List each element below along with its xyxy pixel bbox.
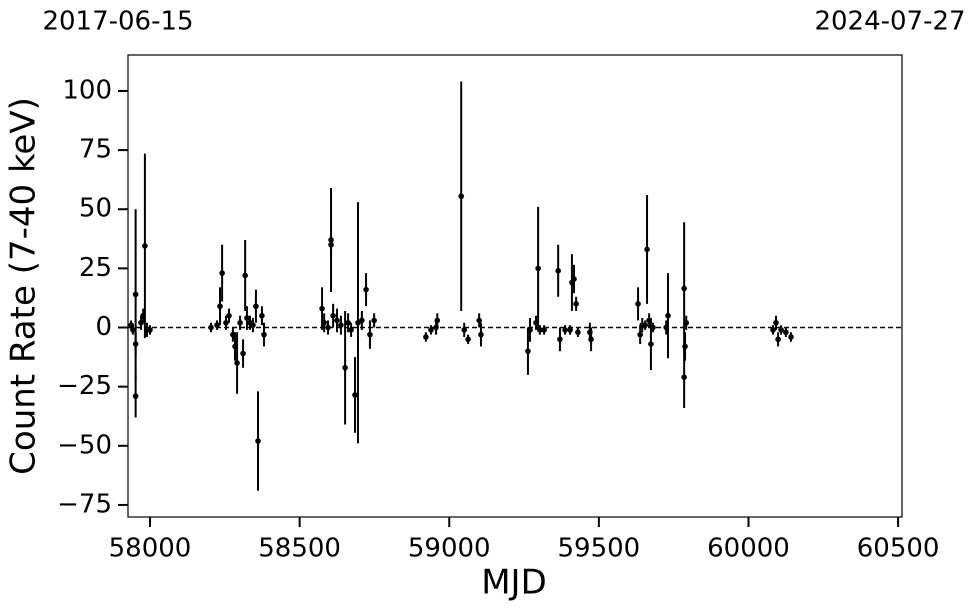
data-point [234,360,240,366]
data-point [321,319,327,326]
data-point [770,327,776,333]
data-point [328,241,334,248]
data-point [259,312,265,319]
y-tick-label: −25 [57,371,112,401]
data-point [242,272,248,279]
y-tick-label: 75 [79,135,112,165]
y-tick-label: 25 [79,253,112,283]
data-point [458,193,465,200]
data-point [219,270,225,276]
y-tick-label: −75 [57,489,112,519]
data-point [217,303,223,310]
y-tick-label: 0 [95,312,112,342]
start-date: 2017-06-15 [42,7,193,37]
data-point [423,334,429,340]
data-point [142,243,148,249]
data-point [637,331,643,338]
plot-frame [127,54,903,518]
data-point [650,324,656,331]
data-point [428,327,434,333]
data-point [783,329,789,336]
data-point [253,303,259,310]
data-point [461,327,468,333]
data-point [682,343,688,350]
x-tick-label: 60500 [857,534,940,564]
data-point [226,312,232,319]
data-point [132,291,139,298]
y-tick-label: 100 [62,75,112,105]
data-point [255,438,261,444]
data-point [132,341,139,347]
data-point [555,267,561,274]
data-point [535,265,541,272]
data-point [562,327,568,333]
data-point [319,305,325,312]
data-point [367,331,373,338]
y-tick-label: 50 [79,194,112,224]
y-axis-label: Count Rate (7-40 keV) [4,97,44,475]
data-point [352,392,358,398]
data-point [465,336,471,343]
data-point [635,301,641,307]
data-point [681,285,687,292]
data-point [527,327,533,333]
data-point [775,336,781,343]
x-tick-label: 60000 [707,534,790,564]
x-tick-label: 58500 [258,534,341,564]
data-point [476,317,482,324]
data-point [642,322,649,328]
x-axis-label: MJD [481,563,547,603]
data-point [788,334,794,340]
data-point [478,331,484,338]
y-tick-label: −50 [57,430,112,460]
data-point [363,286,369,293]
data-point [773,319,779,326]
data-point [330,312,336,319]
data-point [648,341,654,347]
data-point [261,331,267,338]
data-point [537,327,543,333]
data-point [223,319,229,326]
data-point [130,327,136,333]
data-point [132,393,139,399]
data-point [147,327,153,333]
data-point [681,374,687,380]
data-point [325,324,331,331]
x-tick-label: 58000 [109,534,192,564]
data-point [644,246,650,253]
data-point [575,329,581,336]
data-point [665,312,671,319]
data-point [342,364,348,371]
data-point [359,317,365,324]
data-point [237,319,243,326]
data-point [208,324,214,331]
end-date: 2024-07-27 [814,7,965,37]
data-point [588,336,594,343]
data-point [214,322,220,328]
data-point [573,301,579,307]
data-point [345,319,351,326]
data-point [348,327,354,333]
data-point [244,315,250,321]
data-point [778,327,784,333]
data-point [571,276,577,282]
data-point [541,327,547,333]
data-point [338,322,344,328]
data-point [240,350,246,357]
x-tick-label: 59500 [558,534,641,564]
data-point [557,336,563,343]
data-point [567,327,573,333]
data-point [334,317,340,324]
data-point [683,319,690,326]
x-tick-label: 59000 [408,534,491,564]
data-point [371,317,377,324]
data-point [525,348,531,354]
data-point [250,322,256,328]
data-point [434,317,441,324]
